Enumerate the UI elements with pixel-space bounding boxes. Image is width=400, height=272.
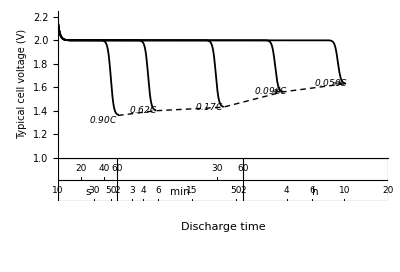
Text: 0.90$C$: 0.90$C$ [89,113,118,125]
Text: 4: 4 [140,186,146,195]
Text: 0.096$C$: 0.096$C$ [254,85,288,96]
Text: min: min [170,187,190,197]
Text: 6: 6 [155,186,161,195]
Text: 20: 20 [75,164,87,173]
Text: 3: 3 [130,186,135,195]
Text: 60: 60 [112,164,123,173]
Text: 0.62$C$: 0.62$C$ [129,104,157,115]
Y-axis label: Typical cell voltage (V): Typical cell voltage (V) [17,29,27,139]
Text: 10: 10 [338,186,350,195]
Text: 40: 40 [98,164,110,173]
Text: 30: 30 [89,186,100,195]
Text: 50: 50 [106,186,117,195]
Text: 2: 2 [114,186,120,195]
Text: Discharge time: Discharge time [181,222,265,232]
Text: 0.050$C$: 0.050$C$ [314,77,348,88]
Text: 20: 20 [382,186,394,195]
Text: 4: 4 [284,186,289,195]
Text: 10: 10 [52,186,64,195]
Text: 0.17$C$: 0.17$C$ [195,101,223,112]
Text: 60: 60 [237,164,248,173]
Text: 15: 15 [186,186,198,195]
Text: h: h [312,187,319,197]
Text: 6: 6 [309,186,315,195]
Text: s: s [85,187,90,197]
Text: 2: 2 [240,186,246,195]
Text: 50: 50 [230,186,242,195]
Text: 30: 30 [212,164,223,173]
